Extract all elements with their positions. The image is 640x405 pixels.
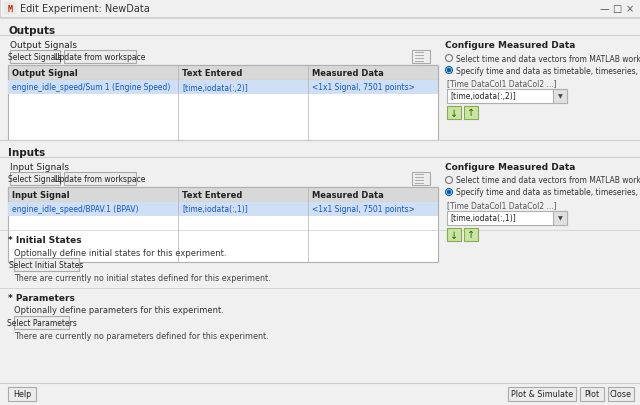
Bar: [464, 228, 478, 241]
Bar: [447, 90, 567, 104]
Bar: [8, 202, 438, 216]
Text: ▼: ▼: [557, 94, 563, 99]
Bar: [8, 188, 438, 202]
Bar: [464, 107, 478, 120]
Bar: [553, 90, 567, 104]
Text: Plot & Simulate: Plot & Simulate: [511, 390, 573, 399]
Text: Close: Close: [610, 390, 632, 399]
Text: Text Entered: Text Entered: [182, 69, 243, 78]
Text: [time,iodata(:,2)]: [time,iodata(:,2)]: [450, 92, 516, 101]
Bar: [447, 228, 461, 241]
Bar: [0, 383, 640, 405]
Text: M: M: [8, 4, 13, 13]
Text: ↑: ↑: [467, 230, 475, 240]
Text: Measured Data: Measured Data: [312, 190, 384, 200]
Text: There are currently no initial states defined for this experiment.: There are currently no initial states de…: [14, 274, 271, 283]
Bar: [10, 51, 60, 64]
Bar: [10, 173, 60, 185]
Text: <1x1 Signal, 7501 points>: <1x1 Signal, 7501 points>: [312, 205, 415, 214]
Text: Output Signal: Output Signal: [12, 69, 77, 78]
Text: engine_idle_speed/BPAV.1 (BPAV): engine_idle_speed/BPAV.1 (BPAV): [12, 205, 138, 214]
Text: Outputs: Outputs: [8, 26, 55, 36]
Text: ×: ×: [626, 4, 634, 14]
Bar: [447, 107, 461, 120]
Text: Edit Experiment: NewData: Edit Experiment: NewData: [20, 4, 150, 14]
Text: Configure Measured Data: Configure Measured Data: [445, 163, 575, 172]
Text: Select time and data vectors from MATLAB workspace: Select time and data vectors from MATLAB…: [456, 176, 640, 185]
Text: Update from workspace: Update from workspace: [54, 175, 146, 183]
Bar: [0, 0, 640, 18]
Text: [time,iodata(:,2)]: [time,iodata(:,2)]: [182, 83, 248, 92]
Text: There are currently no parameters defined for this experiment.: There are currently no parameters define…: [14, 332, 269, 341]
Text: [Time DataCol1 DataCol2 ...]: [Time DataCol1 DataCol2 ...]: [447, 201, 557, 210]
Text: □: □: [612, 4, 621, 14]
Text: Help: Help: [13, 390, 31, 399]
Text: Select Signals: Select Signals: [8, 175, 62, 183]
Bar: [64, 51, 136, 64]
Text: * Initial States: * Initial States: [8, 236, 82, 245]
Bar: [8, 188, 438, 262]
Text: ▼: ▼: [557, 216, 563, 221]
Text: Optionally define initial states for this experiment.: Optionally define initial states for thi…: [14, 248, 227, 257]
Text: —: —: [599, 4, 609, 14]
Bar: [608, 387, 634, 401]
Bar: [8, 387, 36, 401]
Text: [time,iodata(:,1)]: [time,iodata(:,1)]: [182, 205, 248, 214]
Circle shape: [447, 190, 451, 194]
Bar: [447, 211, 567, 226]
Text: Select Signals: Select Signals: [8, 53, 62, 62]
Bar: [14, 258, 79, 271]
Bar: [8, 66, 438, 141]
Text: Select time and data vectors from MATLAB workspace: Select time and data vectors from MATLAB…: [456, 54, 640, 63]
Bar: [553, 211, 567, 226]
Text: Select Parameters: Select Parameters: [6, 318, 76, 327]
Text: Plot: Plot: [584, 390, 600, 399]
Circle shape: [447, 69, 451, 73]
Bar: [412, 173, 430, 185]
Text: Optionally define parameters for this experiment.: Optionally define parameters for this ex…: [14, 306, 224, 315]
Text: Inputs: Inputs: [8, 148, 45, 158]
Bar: [4, 3, 16, 15]
Text: ↓: ↓: [450, 230, 458, 240]
Text: ↓: ↓: [450, 108, 458, 118]
Text: Select Initial States: Select Initial States: [10, 260, 84, 269]
Text: Output Signals: Output Signals: [10, 41, 77, 50]
Text: Specify time and data as timetable, timeseries, or in array notation: Specify time and data as timetable, time…: [456, 66, 640, 75]
Text: <1x1 Signal, 7501 points>: <1x1 Signal, 7501 points>: [312, 83, 415, 92]
Text: Specify time and data as timetable, timeseries, or in array notation: Specify time and data as timetable, time…: [456, 188, 640, 197]
Text: Input Signal: Input Signal: [12, 190, 70, 200]
Text: * Parameters: * Parameters: [8, 294, 75, 303]
Bar: [8, 81, 438, 95]
Bar: [64, 173, 136, 185]
Text: [time,iodata(:,1)]: [time,iodata(:,1)]: [450, 214, 516, 223]
Text: engine_idle_speed/Sum 1 (Engine Speed): engine_idle_speed/Sum 1 (Engine Speed): [12, 83, 170, 92]
Bar: [14, 316, 69, 329]
Text: Measured Data: Measured Data: [312, 69, 384, 78]
Bar: [508, 387, 576, 401]
Text: Input Signals: Input Signals: [10, 163, 69, 172]
Bar: [580, 387, 604, 401]
Text: Text Entered: Text Entered: [182, 190, 243, 200]
Bar: [8, 66, 438, 81]
Bar: [412, 51, 430, 64]
Text: Update from workspace: Update from workspace: [54, 53, 146, 62]
Text: Configure Measured Data: Configure Measured Data: [445, 41, 575, 50]
Text: ↑: ↑: [467, 108, 475, 118]
Text: [Time DataCol1 DataCol2 ...]: [Time DataCol1 DataCol2 ...]: [447, 79, 557, 88]
